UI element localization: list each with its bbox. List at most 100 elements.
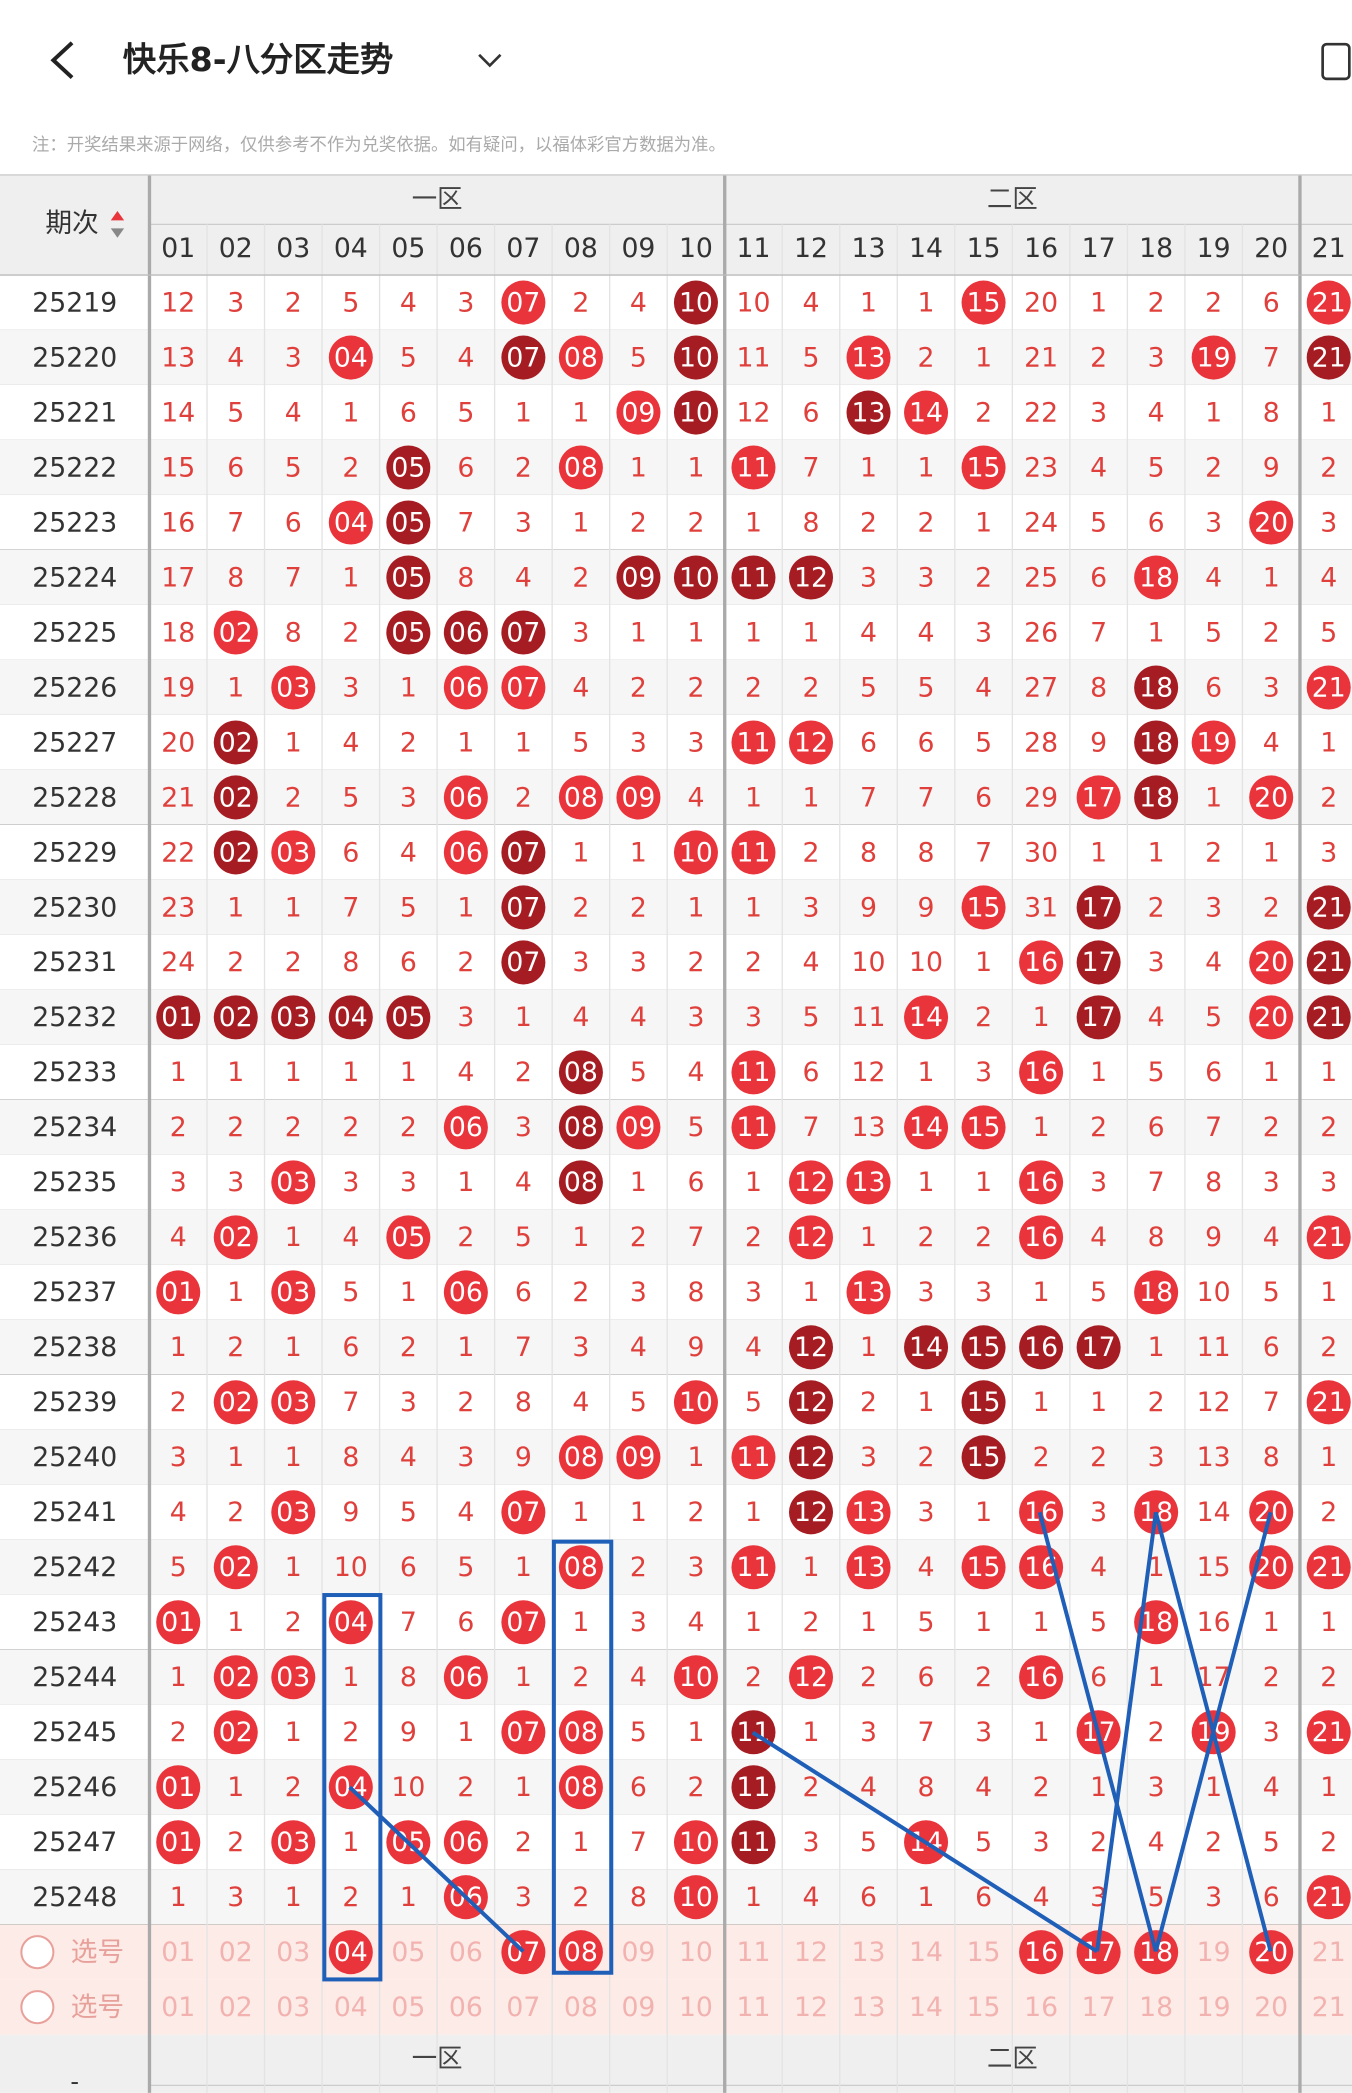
cell-number: 1 (400, 1882, 417, 1913)
cell-number: 4 (1090, 1222, 1107, 1253)
ball (558, 775, 603, 820)
zone-label: 一区 (412, 183, 463, 213)
column-header: 07 (506, 233, 540, 264)
ball (616, 775, 661, 820)
cell-number: 5 (1263, 1827, 1280, 1858)
ball-number: 21 (1312, 342, 1346, 373)
cell-number: 6 (630, 1772, 647, 1803)
ball (788, 1215, 834, 1260)
ball (1134, 665, 1179, 710)
cell-number: 2 (1148, 892, 1165, 923)
column-header: 01 (161, 233, 195, 264)
cell-number: 3 (515, 1112, 532, 1143)
cell-number: 14 (161, 397, 195, 428)
cell-number: 7 (860, 782, 877, 813)
back-button[interactable] (50, 41, 74, 80)
cell-number: 1 (1263, 1057, 1280, 1088)
column-header: 14 (909, 233, 943, 264)
ball (1019, 1160, 1064, 1205)
cell-number: 1 (285, 1222, 302, 1253)
zone-label: 二区 (987, 183, 1038, 213)
ball-number: 02 (219, 1222, 253, 1253)
column-header: 02 (219, 233, 253, 264)
cell-number: 3 (1148, 342, 1165, 373)
page-title[interactable]: 快乐8-八分区走势 (123, 40, 394, 79)
cell-number: 09 (621, 1937, 655, 1968)
cell-number: 2 (572, 1662, 589, 1693)
cell-number: 8 (227, 562, 244, 593)
ball-number: 11 (736, 1827, 770, 1858)
ball-number: 08 (564, 1937, 598, 1968)
cell-number: 7 (803, 452, 820, 483)
cell-number: 5 (1148, 1882, 1165, 1913)
device-icon[interactable] (1321, 42, 1351, 81)
cell-number: 01 (161, 1992, 195, 2023)
pick-row-bg (0, 1924, 1352, 1980)
row-bg (0, 1484, 1352, 1540)
ball-number: 06 (449, 1112, 483, 1143)
ball (558, 1765, 603, 1810)
cell-number: 3 (342, 1167, 359, 1198)
cell-number: 1 (572, 1497, 589, 1528)
cell-number: 15 (161, 452, 195, 483)
cell-number: 6 (1263, 1882, 1280, 1913)
ball (904, 1105, 949, 1150)
ball (501, 665, 546, 710)
ball-number: 16 (1024, 1057, 1058, 1088)
cell-number: 26 (1024, 617, 1058, 648)
row-bg (0, 440, 1352, 496)
ball-number: 11 (736, 562, 770, 593)
cell-number: 7 (630, 1827, 647, 1858)
ball-number: 06 (449, 1277, 483, 1308)
cell-number: 2 (687, 672, 704, 703)
cell-number: 8 (1263, 397, 1280, 428)
ball-number: 08 (564, 1167, 598, 1198)
cell-number: 2 (745, 672, 762, 703)
ball-number: 06 (449, 672, 483, 703)
ball (731, 1105, 776, 1150)
ball-number: 21 (1312, 892, 1346, 923)
ball (673, 390, 718, 435)
ball (501, 1600, 546, 1645)
cell-number: 4 (918, 1552, 935, 1583)
cell-number: 3 (515, 507, 532, 538)
cell-number: 2 (572, 892, 589, 923)
cell-number: 3 (687, 1552, 704, 1583)
cell-number: 4 (285, 397, 302, 428)
ball-number: 04 (334, 1607, 368, 1638)
cell-number: 20 (1024, 287, 1058, 318)
ball (1306, 1380, 1351, 1425)
cell-number: 1 (285, 1332, 302, 1363)
ball (328, 995, 373, 1040)
cell-number: 1 (745, 782, 762, 813)
ball (1134, 1600, 1179, 1645)
period: 25229 (32, 837, 117, 868)
ball-number: 10 (679, 837, 713, 868)
cell-number: 2 (342, 617, 359, 648)
ball (1249, 500, 1294, 545)
ball (501, 335, 546, 380)
ball (1076, 1930, 1121, 1975)
cell-number: 1 (342, 1827, 359, 1858)
cell-number: 1 (227, 1442, 244, 1473)
ball (788, 1655, 834, 1700)
cell-number: 5 (630, 1387, 647, 1418)
annotation-line (1153, 1511, 1273, 1952)
ball-number: 08 (564, 452, 598, 483)
pick-radio[interactable] (20, 1990, 55, 2025)
ball-number: 05 (391, 452, 425, 483)
dropdown-icon[interactable] (478, 53, 502, 68)
ball-number: 15 (967, 892, 1001, 923)
cell-number: 11 (736, 342, 770, 373)
ball-number: 04 (334, 1002, 368, 1033)
ball (788, 1160, 834, 1205)
cell-number: 3 (1090, 397, 1107, 428)
cell-number: 3 (1263, 672, 1280, 703)
cell-number: 2 (860, 1387, 877, 1418)
column-header: 10 (679, 233, 713, 264)
cell-number: 11 (736, 1992, 770, 2023)
ball (213, 1655, 258, 1700)
cell-number: 10 (909, 947, 943, 978)
cell-number: 3 (572, 617, 589, 648)
pick-radio[interactable] (20, 1935, 55, 1970)
